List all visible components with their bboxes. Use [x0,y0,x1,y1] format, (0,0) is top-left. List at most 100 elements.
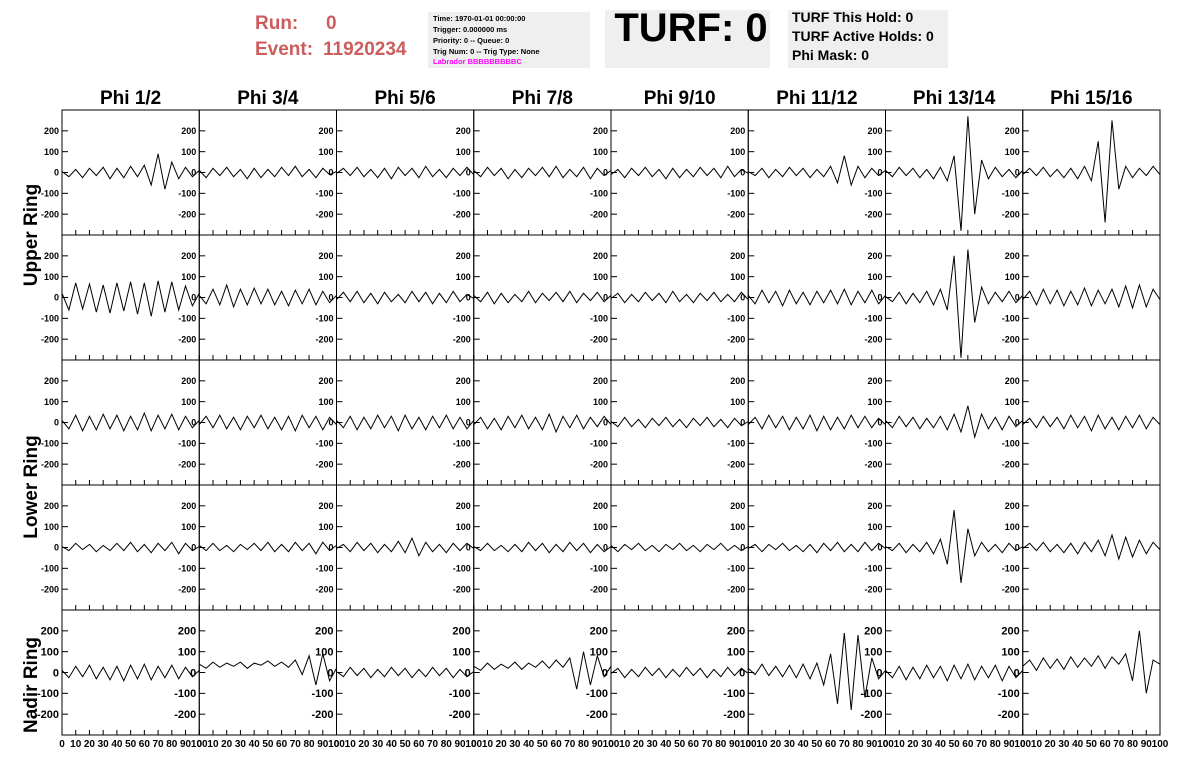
y-tick-label: 100 [318,272,333,282]
y-tick-label: 200 [1001,626,1019,638]
waveform [473,541,612,554]
x-tick-label: 30 [372,739,384,750]
x-tick-label: 0 [1020,739,1026,750]
y-tick-label: -100 [315,563,333,573]
y-tick-label: -100 [41,438,59,448]
waveform [61,662,200,683]
x-tick-label: 10 [345,739,357,750]
y-tick-label: 100 [181,397,196,407]
y-tick-label: 0 [877,168,882,178]
y-tick-label: 200 [867,126,882,136]
x-tick-label: 70 [702,739,714,750]
y-tick-label: 100 [593,272,608,282]
x-tick-label: 50 [537,739,549,750]
y-tick-label: 200 [1005,251,1020,261]
y-tick-label: -100 [315,313,333,323]
y-tick-label: -100 [449,688,471,700]
y-tick-label: 200 [730,376,745,386]
y-tick-label: 100 [456,147,471,157]
y-tick-label: -200 [590,459,608,469]
y-tick-label: -100 [41,313,59,323]
waveform [747,632,886,711]
y-tick-label: -200 [723,709,745,721]
x-tick-label: 10 [1031,739,1043,750]
x-tick-label: 20 [907,739,919,750]
event-value: 11920234 [323,39,407,60]
y-tick-label: -200 [727,209,745,219]
column-title: Phi 15/16 [1050,88,1132,109]
y-tick-label: 0 [740,293,745,303]
y-tick-label: -100 [998,688,1020,700]
y-tick-label: 100 [1001,647,1019,659]
y-tick-label: -200 [727,584,745,594]
y-tick-label: 200 [181,376,196,386]
y-tick-label: -200 [41,459,59,469]
y-tick-label: -200 [315,584,333,594]
x-tick-label: 50 [262,739,274,750]
y-tick-label: -100 [1002,438,1020,448]
x-tick-label: 100 [328,739,345,750]
y-tick-label: -100 [1002,188,1020,198]
waveform [610,290,749,304]
x-tick-label: 50 [674,739,686,750]
x-tick-label: 80 [1127,739,1139,750]
y-tick-label: 200 [456,251,471,261]
waveform [199,653,337,686]
waveform [885,662,1024,683]
y-tick-label: 100 [727,647,745,659]
x-tick-label: 10 [207,739,219,750]
y-tick-label: -200 [178,209,196,219]
waveform [473,290,612,305]
y-tick-label: 100 [318,397,333,407]
waveform [336,536,475,558]
y-tick-label: -100 [723,688,745,700]
x-tick-label: 90 [592,739,604,750]
x-tick-label: 80 [441,739,453,750]
x-tick-label: 20 [633,739,645,750]
waveform [198,541,337,555]
y-tick-label: 200 [593,251,608,261]
y-tick-label: -200 [1002,334,1020,344]
x-tick-label: 60 [139,739,151,750]
y-tick-label: 200 [864,626,882,638]
y-tick-label: -200 [453,459,471,469]
x-tick-label: 60 [688,739,700,750]
y-tick-label: 200 [730,251,745,261]
y-tick-label: -100 [453,188,471,198]
y-tick-label: 0 [328,418,333,428]
x-tick-label: 10 [894,739,906,750]
y-tick-label: 200 [456,501,471,511]
y-tick-label: 0 [190,667,196,679]
y-tick-label: 200 [727,626,745,638]
run-label: Run: [255,13,298,34]
y-tick-label: 0 [1014,667,1020,679]
row-label: Nadir Ring [21,637,42,733]
waveform [748,541,886,554]
x-tick-label: 70 [564,739,576,750]
turf-box [605,10,770,68]
y-tick-label: 0 [327,667,333,679]
waveform [885,249,1024,358]
y-tick-label: -200 [178,334,196,344]
y-tick-label: 100 [593,147,608,157]
y-tick-label: -100 [41,563,59,573]
y-tick-label: -100 [311,688,333,700]
x-tick-label: 0 [883,739,889,750]
x-tick-label: 60 [1100,739,1112,750]
y-tick-label: 200 [318,501,333,511]
waveform [885,116,1024,231]
y-tick-label: -100 [178,313,196,323]
x-tick-label: 50 [949,739,961,750]
y-tick-label: 0 [740,168,745,178]
y-tick-label: -100 [315,188,333,198]
y-tick-label: 100 [178,647,196,659]
y-tick-label: 100 [452,647,470,659]
y-tick-label: 100 [44,147,59,157]
y-tick-label: 200 [181,251,196,261]
y-tick-label: 100 [593,397,608,407]
y-tick-label: 0 [465,667,471,679]
y-tick-label: -200 [315,459,333,469]
y-tick-label: -200 [315,334,333,344]
y-tick-label: 200 [867,376,882,386]
